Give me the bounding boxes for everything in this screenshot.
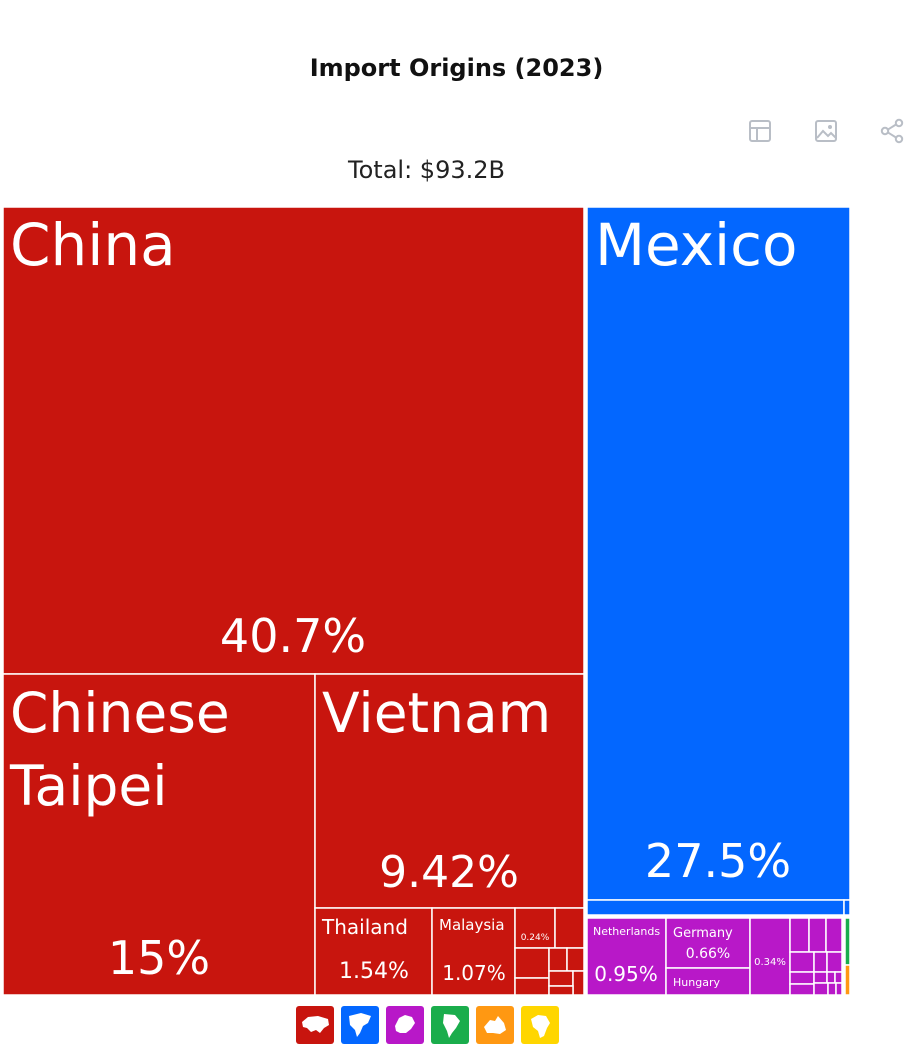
legend-north-america-button[interactable] (341, 1006, 379, 1044)
legend-europe-button[interactable] (386, 1006, 424, 1044)
tile-europe-small[interactable] (789, 917, 810, 953)
tile-europe-small[interactable] (834, 971, 843, 984)
tile-north-america-small[interactable] (843, 899, 851, 916)
tile-oceania-small[interactable] (844, 964, 851, 996)
tile-asia-small[interactable] (548, 947, 568, 972)
chart-subtitle: Total: $93.2B (348, 156, 505, 184)
tile-europe-small[interactable] (789, 983, 815, 996)
tile-north-america-small[interactable] (586, 899, 845, 916)
tile-asia-small[interactable] (548, 985, 574, 996)
tile-value-malaysia: 1.07% (442, 961, 506, 985)
tile-europe-small[interactable] (813, 951, 828, 973)
tile-label-germany: Germany (673, 926, 733, 941)
tile-chinese-taipei[interactable] (2, 673, 316, 996)
tile-netherlands[interactable] (586, 917, 667, 996)
tile-label-vietnam: Vietnam (322, 681, 551, 745)
treemap-chart: China 40.7% Mexico 27.5% Chinese Taipei 15% Vie… (2, 206, 851, 996)
tile-value-germany: 0.66% (686, 946, 730, 962)
legend-africa-button[interactable] (521, 1006, 559, 1044)
tile-label-malaysia: Malaysia (439, 916, 505, 934)
table-icon[interactable] (745, 116, 775, 146)
tile-value-vietnam: 9.42% (379, 847, 519, 898)
legend-asia-button[interactable] (296, 1006, 334, 1044)
share-icon[interactable] (877, 116, 907, 146)
tile-europe-small[interactable] (808, 917, 827, 953)
tile-value-netherlands: 0.95% (594, 962, 658, 986)
tile-label-netherlands: Netherlands (593, 925, 660, 938)
tile-europe-small[interactable] (825, 917, 843, 953)
tile-value-chinese-taipei: 15% (108, 931, 210, 985)
image-icon[interactable] (811, 116, 841, 146)
tile-mexico[interactable] (586, 206, 851, 901)
tile-europe-small[interactable] (827, 982, 837, 996)
chart-title: Import Origins (2023) (309, 54, 604, 82)
tile-label-thailand: Thailand (321, 915, 408, 939)
tile-label-china: China (10, 211, 176, 279)
tile-label-chinese-taipei: Chinese (10, 681, 230, 745)
tile-label-chinese-taipei-line2: Taipei (9, 754, 168, 818)
tile-value-china: 40.7% (220, 609, 366, 663)
tile-europe-small[interactable] (789, 971, 815, 985)
tile-asia-small[interactable] (554, 907, 585, 949)
tile-germany[interactable] (665, 917, 751, 969)
tile-value-mexico: 27.5% (645, 834, 791, 888)
tile-south-america-small[interactable] (844, 917, 851, 966)
tile-value-thailand: 1.54% (339, 959, 409, 984)
tile-china[interactable] (2, 206, 585, 675)
tile-europe-small[interactable] (813, 971, 828, 984)
tile-label-hungary: Hungary (673, 976, 720, 989)
tile-asia-small[interactable] (572, 970, 585, 996)
tile-value-europe-small: 0.34% (754, 957, 786, 968)
tile-europe-small[interactable] (835, 982, 843, 996)
legend-oceania-button[interactable] (476, 1006, 514, 1044)
tile-europe-small[interactable] (789, 951, 815, 973)
tile-vietnam[interactable] (314, 673, 585, 909)
legend-south-america-button[interactable] (431, 1006, 469, 1044)
tile-asia-small[interactable] (514, 977, 550, 996)
tile-europe-small[interactable] (826, 971, 836, 984)
tile-asia-small[interactable] (514, 947, 550, 979)
tile-value-asia-small: 0.24% (521, 933, 550, 943)
tile-europe-small[interactable] (749, 917, 791, 996)
tile-europe-small[interactable] (826, 951, 843, 973)
tile-malaysia[interactable] (431, 907, 516, 996)
tile-label-mexico: Mexico (595, 211, 798, 279)
tile-asia-small[interactable] (548, 970, 574, 987)
chart-toolbar (740, 116, 913, 146)
tile-thailand[interactable] (314, 907, 433, 996)
tile-asia-small[interactable] (566, 947, 585, 972)
tile-europe-small[interactable] (813, 982, 829, 996)
